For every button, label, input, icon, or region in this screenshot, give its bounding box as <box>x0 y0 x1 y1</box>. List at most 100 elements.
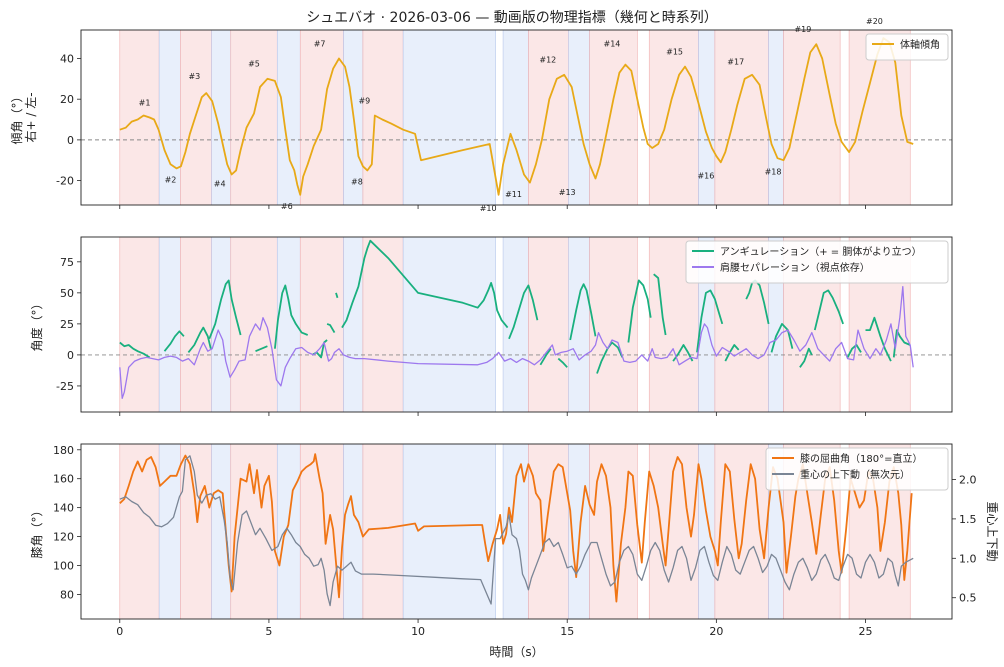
plot-frame <box>80 236 953 413</box>
phase-band <box>300 237 344 412</box>
legend-entry: 重心の上下動（無次元） <box>800 468 910 481</box>
series-line <box>341 239 509 329</box>
stroke-label: #11 <box>505 190 522 199</box>
stroke-label: #14 <box>604 39 621 48</box>
legend-box <box>865 33 949 61</box>
plot-frame <box>80 443 953 620</box>
panels: #1 #2 #3 #4 #5 #6 #7 #8 #9 #10 #11 #12 #13 #14 #15 #16 #… <box>10 17 999 659</box>
phase-band <box>180 237 212 412</box>
phase-band <box>159 30 181 205</box>
phase-band <box>698 444 715 619</box>
y-tick-label: 160 <box>53 473 74 486</box>
stroke-label: #13 <box>559 188 576 197</box>
phase-band <box>403 30 496 205</box>
stroke-label: #2 <box>165 176 177 185</box>
legend-box <box>685 240 949 284</box>
legend-entry: アンギュレーション（+ = 胴体がより立つ） <box>720 245 922 258</box>
series-line <box>187 326 212 353</box>
y-tick-label: 120 <box>53 531 74 544</box>
y-axis-label: 傾角（°） <box>10 90 24 144</box>
y-tick-label: 75 <box>60 256 74 269</box>
y-tick-label: -25 <box>56 380 74 393</box>
y2-tick-label: 1.0 <box>959 552 977 565</box>
y-tick-label: 20 <box>60 93 74 106</box>
series-line <box>865 316 892 362</box>
y2-axis-label: 重心上下動 <box>985 501 999 561</box>
phase-band <box>528 237 569 412</box>
stroke-label: #17 <box>727 58 744 67</box>
y-tick-label: 140 <box>53 502 74 515</box>
y2-tick-label: 1.5 <box>959 513 977 526</box>
phase-band <box>343 444 363 619</box>
phase-band <box>362 30 404 205</box>
series-line <box>557 357 568 368</box>
stroke-label: #15 <box>666 47 683 56</box>
phase-band <box>159 237 181 412</box>
series-line <box>326 323 336 334</box>
phase-band <box>589 237 638 412</box>
legend-entry: 膝の屈曲角（180°=直立） <box>800 452 922 465</box>
phase-band <box>503 237 529 412</box>
x-tick-label: 25 <box>858 625 872 638</box>
phase-band <box>403 237 496 412</box>
panel-3: 0 5 10 15 20 25 80 100 120 140 160 180 0.5 1.0 1.5 2.0 膝… <box>30 443 999 659</box>
stroke-label: #6 <box>281 202 293 211</box>
figure-title: シュエバオ · 2026-03-06 — 動画版の物理指標（幾何と時系列） <box>306 10 718 26</box>
series-line <box>255 345 268 353</box>
phase-band <box>403 444 496 619</box>
phase-band <box>649 30 699 205</box>
series-line <box>799 347 813 368</box>
phase-band <box>277 30 301 205</box>
stroke-label: #4 <box>214 180 226 189</box>
stroke-label: #19 <box>794 25 811 34</box>
stroke-label: #8 <box>351 178 363 187</box>
phase-band <box>277 237 301 412</box>
stroke-label: #1 <box>139 98 151 107</box>
series-line <box>119 453 913 603</box>
series-line <box>770 323 794 353</box>
legend-box <box>765 447 949 491</box>
y-tick-label: 0 <box>67 349 74 362</box>
stroke-label: #16 <box>697 172 714 181</box>
plot-area <box>119 239 914 399</box>
plot-frame <box>80 29 953 206</box>
y-tick-label: 100 <box>53 559 74 572</box>
panel-1: #1 #2 #3 #4 #5 #6 #7 #8 #9 #10 #11 #12 #13 #14 #15 #16 #… <box>10 17 953 213</box>
phase-band <box>589 30 638 205</box>
x-tick-label: 10 <box>411 625 425 638</box>
phase-band <box>503 30 529 205</box>
phase-band <box>768 30 784 205</box>
y-tick-label: 0 <box>67 134 74 147</box>
stroke-label: #9 <box>358 96 370 105</box>
phase-band <box>362 444 404 619</box>
x-tick-label: 15 <box>560 625 574 638</box>
series-line <box>813 289 844 331</box>
series-line <box>208 279 242 340</box>
phase-band <box>119 444 160 619</box>
y-tick-label: 40 <box>60 52 74 65</box>
series-line <box>569 283 597 341</box>
phase-band <box>300 444 344 619</box>
phase-band <box>211 444 231 619</box>
x-tick-label: 5 <box>265 625 272 638</box>
phase-band <box>343 237 363 412</box>
y-tick-label: 50 <box>60 287 74 300</box>
y-tick-label: 180 <box>53 444 74 457</box>
panel-2: -25 0 25 50 75 角度（°） アンギュレーション（+ = 胴体がより立つ） 肩腰セ… <box>29 236 953 416</box>
legend: 体軸傾角 <box>865 33 949 61</box>
legend: アンギュレーション（+ = 胴体がより立つ） 肩腰セパレーション（視点依存） <box>685 240 949 284</box>
x-tick-label: 0 <box>116 625 123 638</box>
phase-band <box>211 237 231 412</box>
series-line <box>119 37 914 196</box>
phase-band <box>568 30 590 205</box>
phase-band <box>362 237 404 412</box>
x-axis-label: 時間（s） <box>489 645 543 659</box>
series-line <box>119 341 151 359</box>
stroke-label: #12 <box>539 56 556 65</box>
legend-entry: 体軸傾角 <box>900 38 940 51</box>
phase-band <box>528 444 569 619</box>
series-line <box>892 329 911 358</box>
phase-band <box>180 444 212 619</box>
series-line <box>274 284 309 349</box>
